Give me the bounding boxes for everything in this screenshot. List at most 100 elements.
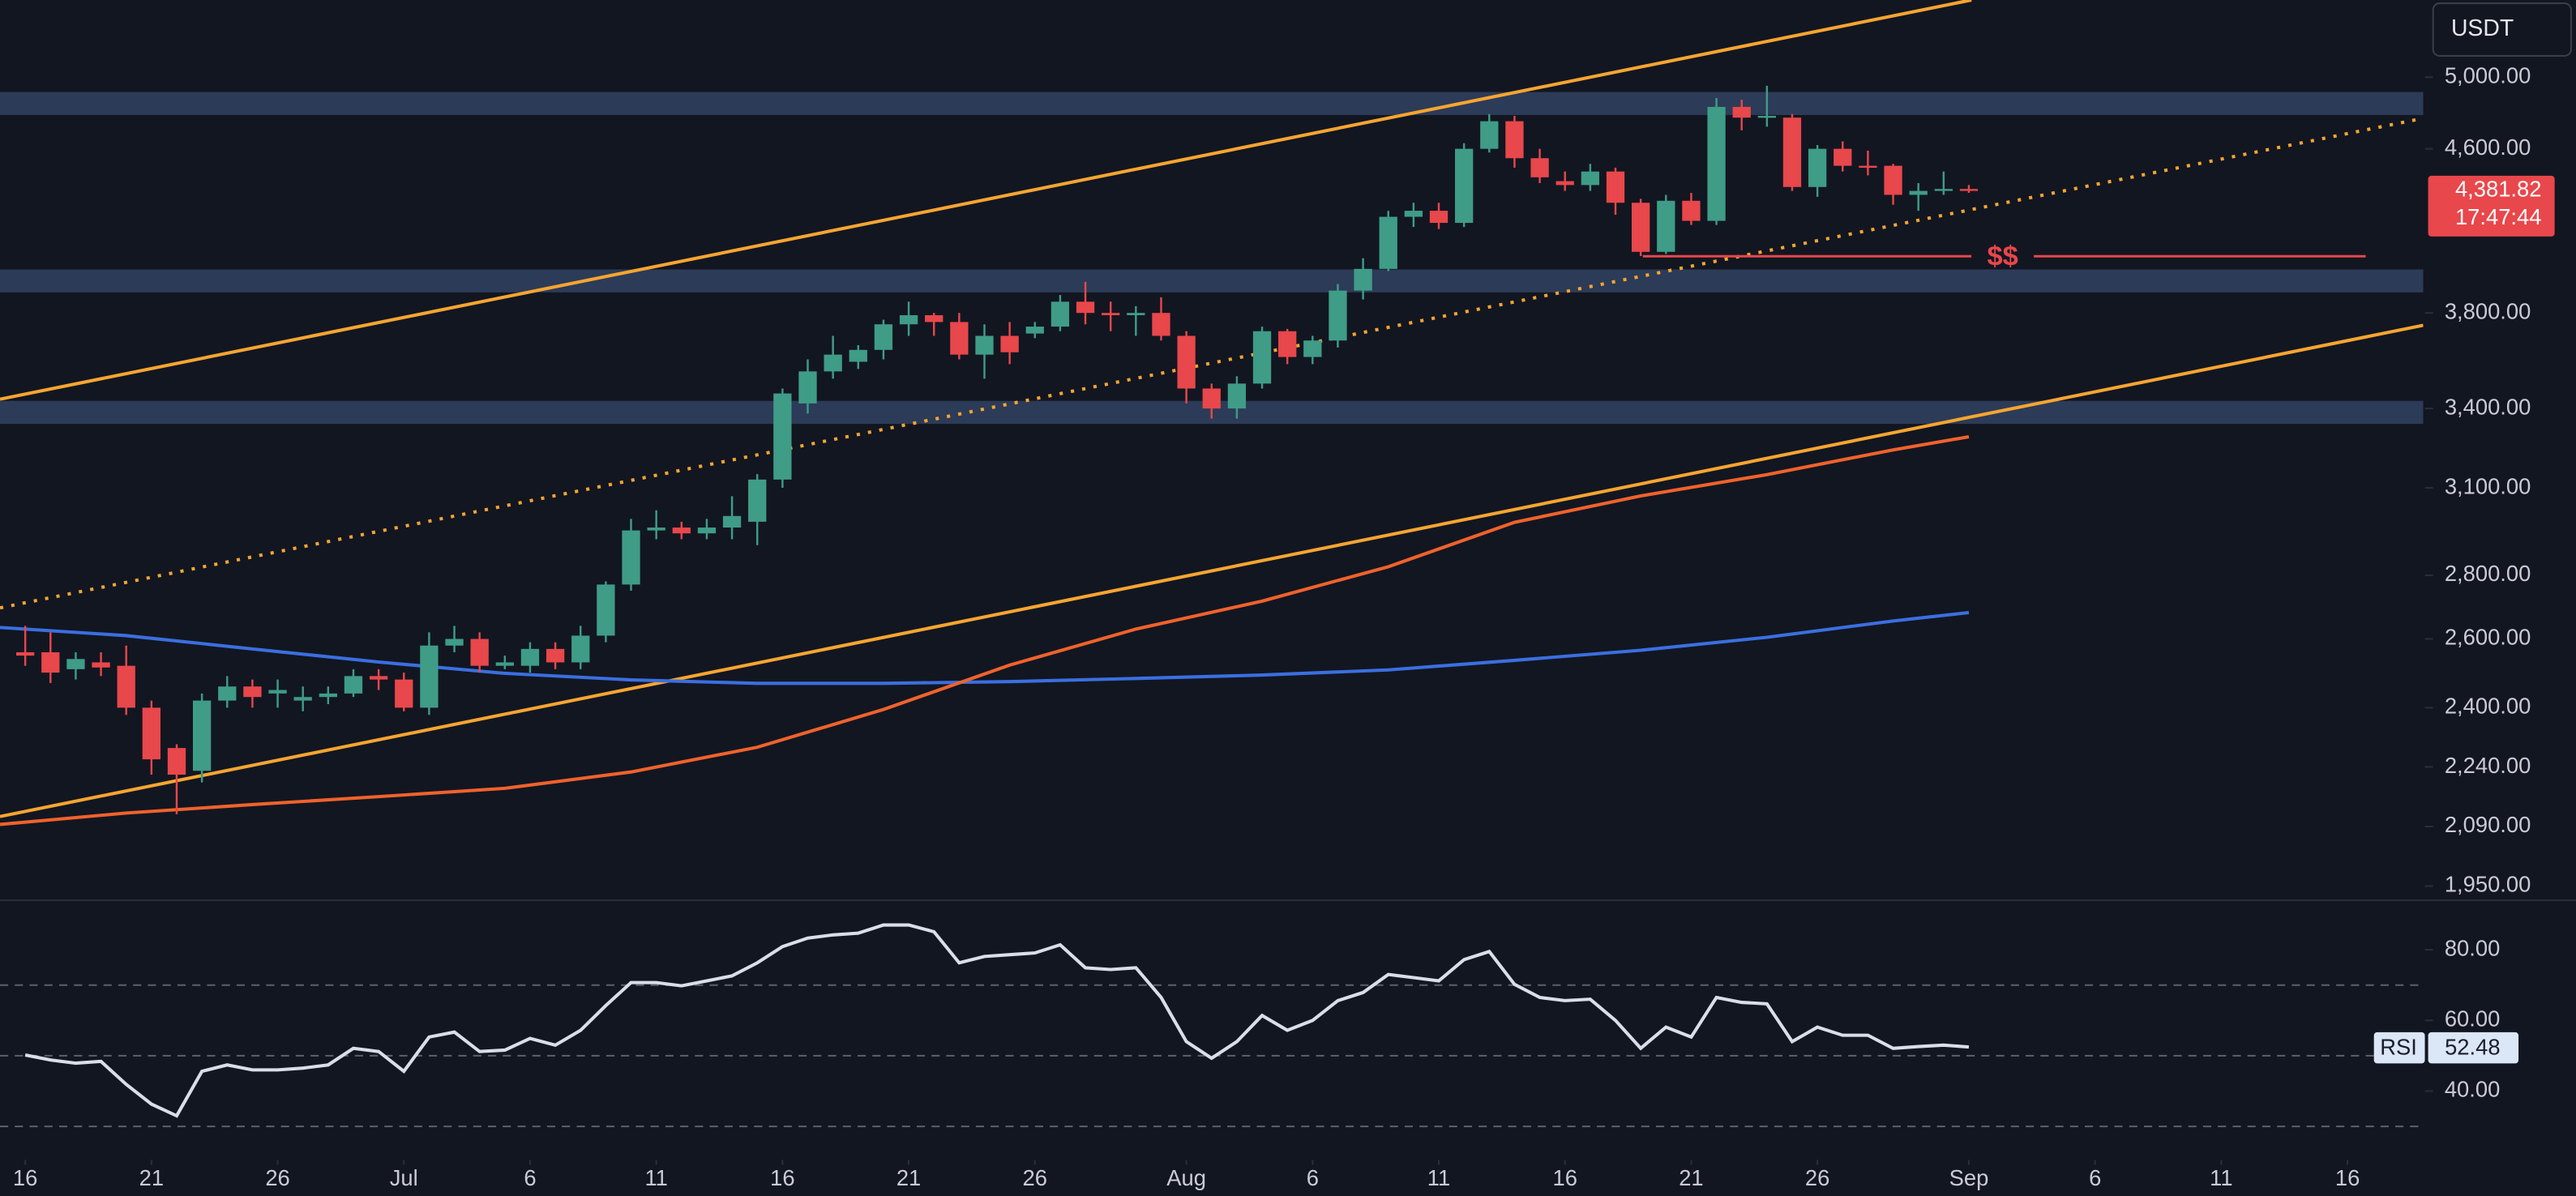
x-tick-label: Aug bbox=[1166, 1165, 1206, 1190]
candle-body bbox=[167, 748, 186, 775]
x-tick-label: 16 bbox=[770, 1165, 794, 1190]
currency-label[interactable]: USDT bbox=[2451, 15, 2514, 41]
y-tick-label: 4,600.00 bbox=[2445, 135, 2531, 160]
candles bbox=[15, 85, 1979, 814]
moving-averages bbox=[0, 434, 1970, 827]
y-tick-label: 2,600.00 bbox=[2445, 625, 2531, 650]
candle-body bbox=[1102, 313, 1120, 315]
y-tick-label: 2,240.00 bbox=[2445, 753, 2531, 778]
candle-body bbox=[520, 648, 540, 666]
y-tick-label: 3,100.00 bbox=[2445, 473, 2531, 498]
x-tick-label: 21 bbox=[1679, 1165, 1703, 1190]
y-tick-label: 1,950.00 bbox=[2445, 872, 2531, 897]
candle-body bbox=[1177, 335, 1196, 389]
candle-body bbox=[1707, 106, 1726, 221]
x-tick-label: 26 bbox=[1805, 1165, 1829, 1190]
x-tick-label: 21 bbox=[896, 1165, 921, 1190]
candle-body bbox=[1354, 268, 1372, 291]
candle-body bbox=[1025, 327, 1044, 334]
candle-body bbox=[395, 679, 413, 708]
candle-body bbox=[672, 528, 691, 534]
last-price-box bbox=[2428, 175, 2555, 237]
candle-body bbox=[1782, 117, 1802, 187]
candle-body bbox=[722, 515, 742, 528]
x-tick-label: 21 bbox=[139, 1165, 164, 1190]
candle-body bbox=[142, 707, 160, 760]
y-tick-label: 2,400.00 bbox=[2445, 694, 2531, 719]
x-tick-label: 6 bbox=[2089, 1165, 2101, 1190]
y-tick-label: 3,800.00 bbox=[2445, 298, 2531, 323]
candle-body bbox=[1404, 211, 1423, 217]
candle-body bbox=[546, 648, 565, 663]
candle-body bbox=[1555, 181, 1574, 186]
candle-body bbox=[420, 645, 439, 708]
candle-body bbox=[1152, 313, 1170, 336]
x-tick-label: 16 bbox=[1553, 1165, 1577, 1190]
channel-mid bbox=[0, 116, 2424, 610]
rsi-tick-label: 40.00 bbox=[2445, 1077, 2500, 1102]
candle-body bbox=[1505, 121, 1524, 159]
candle-body bbox=[824, 354, 842, 372]
candle-body bbox=[192, 700, 212, 771]
candle-body bbox=[950, 322, 969, 355]
currency-box[interactable] bbox=[2432, 2, 2572, 57]
candle-body bbox=[975, 335, 994, 355]
candle-body bbox=[1252, 331, 1272, 384]
candle-body bbox=[1934, 189, 1953, 191]
resistance-zone bbox=[0, 92, 2424, 115]
candle-body bbox=[798, 371, 817, 404]
candle-body bbox=[1202, 388, 1221, 409]
candle-body bbox=[1682, 200, 1701, 221]
candle-body bbox=[1808, 148, 1827, 187]
x-tick-label: 11 bbox=[1427, 1165, 1450, 1190]
x-tick-label: 11 bbox=[644, 1165, 667, 1190]
candle-body bbox=[1455, 148, 1474, 224]
moving-average bbox=[0, 434, 1970, 827]
price-labels: 4,381.82 17:47:44 RSI 52.48 bbox=[2373, 175, 2555, 1064]
x-tick-label: 26 bbox=[265, 1165, 289, 1190]
liquidity-label: $$ bbox=[1987, 241, 2018, 271]
candle-body bbox=[1859, 165, 1877, 169]
channel-upper bbox=[0, 0, 1972, 401]
candle-body bbox=[1127, 313, 1145, 315]
y-tick-label: 2,090.00 bbox=[2445, 812, 2531, 837]
candle-body bbox=[1581, 171, 1600, 186]
candle-body bbox=[1530, 158, 1549, 177]
x-tick-label: 26 bbox=[1023, 1165, 1047, 1190]
candle-body bbox=[1631, 203, 1650, 252]
rsi-name: RSI bbox=[2380, 1034, 2417, 1059]
moving-average bbox=[0, 610, 1970, 686]
candle-body bbox=[571, 635, 590, 663]
candle-body bbox=[92, 662, 110, 668]
candle-body bbox=[1606, 171, 1625, 203]
rsi-name-box bbox=[2373, 1032, 2425, 1064]
candle-body bbox=[369, 676, 388, 680]
candle-body bbox=[41, 651, 60, 673]
candle-body bbox=[1884, 165, 1902, 195]
candle-body bbox=[874, 324, 893, 350]
candle-body bbox=[1959, 189, 1979, 191]
candle-body bbox=[1051, 301, 1070, 327]
rsi-value-box bbox=[2428, 1032, 2519, 1064]
support-zone bbox=[0, 269, 2424, 293]
candle-body bbox=[1732, 106, 1751, 118]
candle-body bbox=[697, 528, 717, 534]
candle-body bbox=[1909, 190, 1928, 195]
candle-body bbox=[1076, 301, 1095, 314]
candle-body bbox=[218, 686, 237, 701]
candle-body bbox=[899, 314, 918, 325]
candle-body bbox=[1657, 200, 1675, 252]
candle-body bbox=[1834, 148, 1852, 166]
candle-body bbox=[15, 651, 35, 656]
candle-body bbox=[1227, 383, 1247, 409]
candle-body bbox=[117, 665, 135, 708]
axes: 5,000.00 4,600.00 3,800.00 3,400.00 3,100.00… bbox=[13, 62, 2531, 1190]
candle-body bbox=[1379, 216, 1397, 269]
y-tick-label: 2,800.00 bbox=[2445, 561, 2531, 586]
candle-body bbox=[66, 659, 85, 669]
candle-body bbox=[1303, 340, 1322, 357]
y-tick-label: 5,000.00 bbox=[2445, 62, 2531, 88]
candle-body bbox=[1329, 290, 1347, 341]
